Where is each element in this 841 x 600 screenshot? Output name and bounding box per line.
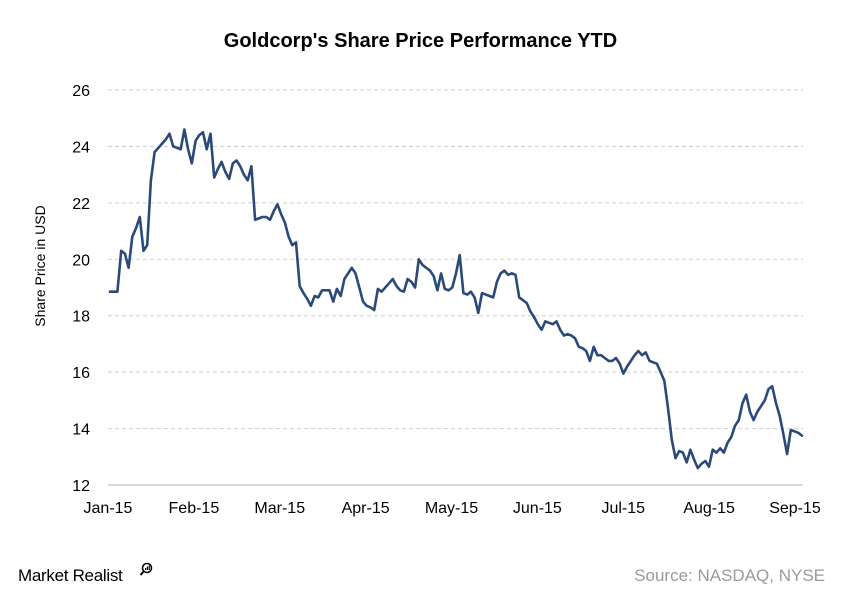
x-tick-label: Sep-15: [769, 500, 821, 517]
y-tick-label: 12: [72, 478, 90, 495]
x-tick-label: Aug-15: [683, 500, 735, 517]
x-tick-label: Mar-15: [254, 500, 305, 517]
source-note: Source: NASDAQ, NYSE: [634, 566, 825, 585]
x-tick-labels: Jan-15 Feb-15 Mar-15 Apr-15 May-15 Jun-15 Jul-…: [84, 500, 821, 517]
chart-title: Goldcorp's Share Price Performance YTD: [223, 30, 618, 52]
gridlines: [108, 89, 803, 430]
y-tick-label: 16: [72, 365, 90, 382]
y-tick-labels: 12 14 16 18 20 22 24 26: [72, 83, 90, 495]
y-tick-label: 22: [72, 196, 90, 213]
x-tick-label: Jul-15: [601, 500, 645, 517]
x-tick-label: Apr-15: [342, 500, 390, 517]
y-tick-label: 14: [72, 422, 90, 439]
series: [108, 128, 804, 470]
x-tick-label: May-15: [425, 500, 478, 517]
x-tick-label: Jan-15: [84, 500, 133, 517]
y-tick-label: 18: [72, 309, 90, 326]
x-tick-label: Jun-15: [513, 500, 562, 517]
brand-logo-text: Market Realist: [18, 566, 123, 585]
y-tick-label: 20: [72, 252, 90, 269]
y-tick-label: 26: [72, 83, 90, 100]
series-line-share-price: [108, 128, 804, 470]
x-tick-label: Feb-15: [169, 500, 220, 517]
magnifier-icon: [139, 562, 153, 576]
y-tick-label: 24: [72, 139, 90, 156]
